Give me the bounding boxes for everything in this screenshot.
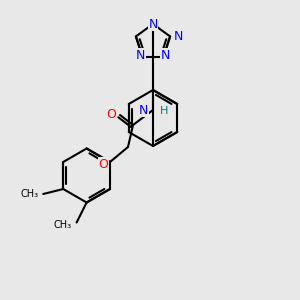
Text: O: O <box>106 109 116 122</box>
Text: N: N <box>174 30 184 43</box>
Text: N: N <box>139 103 148 116</box>
Text: CH₃: CH₃ <box>20 189 38 199</box>
Text: O: O <box>98 158 108 170</box>
Text: N: N <box>161 49 170 62</box>
Text: N: N <box>148 17 158 31</box>
Text: N: N <box>136 49 145 62</box>
Text: H: H <box>160 106 168 116</box>
Text: CH₃: CH₃ <box>53 220 72 230</box>
